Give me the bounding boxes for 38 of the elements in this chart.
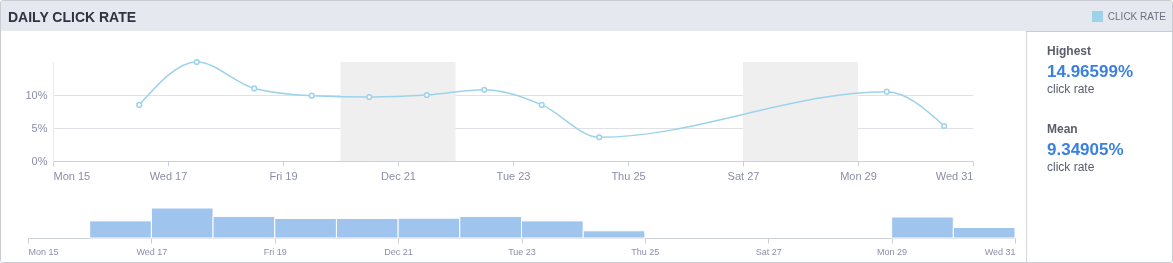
x-tick-label: Mon 29: [877, 246, 908, 257]
point: [251, 85, 258, 92]
point: [538, 101, 545, 108]
x-tick-label: Fri 19: [269, 169, 298, 182]
y-tick-label: 10%: [25, 88, 48, 101]
point: [596, 134, 603, 141]
x-tick-label: Mon 29: [840, 169, 877, 182]
point: [136, 101, 143, 108]
x-tick-label: Mon 15: [28, 246, 59, 257]
point: [481, 86, 488, 93]
x-tick-label: Wed 31: [984, 246, 1016, 257]
x-tick-label: Tue 23: [508, 246, 536, 257]
point: [366, 93, 373, 101]
x-tick-label: Thu 25: [611, 169, 646, 182]
y-tick-label: 0%: [31, 154, 48, 167]
x-tick-label: Wed 31: [935, 169, 974, 182]
x-tick-label: Thu 25: [631, 246, 660, 257]
text: Mean: [1047, 122, 1079, 136]
x-tick-label: Dec 21: [384, 246, 413, 257]
text: Highest: [1047, 44, 1092, 58]
x-tick-label: Mon 15: [53, 169, 91, 182]
text: click rate: [1047, 82, 1096, 96]
x-tick-label: Fri 19: [263, 246, 287, 257]
x-tick-label: Wed 17: [149, 169, 188, 182]
point: [193, 58, 200, 66]
x-tick-label: Dec 21: [381, 169, 416, 182]
x-tick-label: Wed 17: [136, 246, 168, 257]
point: [308, 92, 315, 99]
x-tick-label: Tue 23: [496, 169, 531, 182]
y-tick-label: 5%: [31, 121, 48, 134]
text: click rate: [1047, 160, 1096, 174]
text: 9.34905%: [1047, 140, 1125, 160]
chart-title: DAILY CLICK RATE: [8, 9, 137, 25]
point: [423, 91, 430, 99]
x-tick-label: Sat 27: [727, 169, 760, 182]
legend-label: CLICK RATE: [1107, 11, 1166, 22]
text: 14.96599%: [1047, 62, 1135, 82]
x-tick-label: Sat 27: [755, 246, 782, 257]
